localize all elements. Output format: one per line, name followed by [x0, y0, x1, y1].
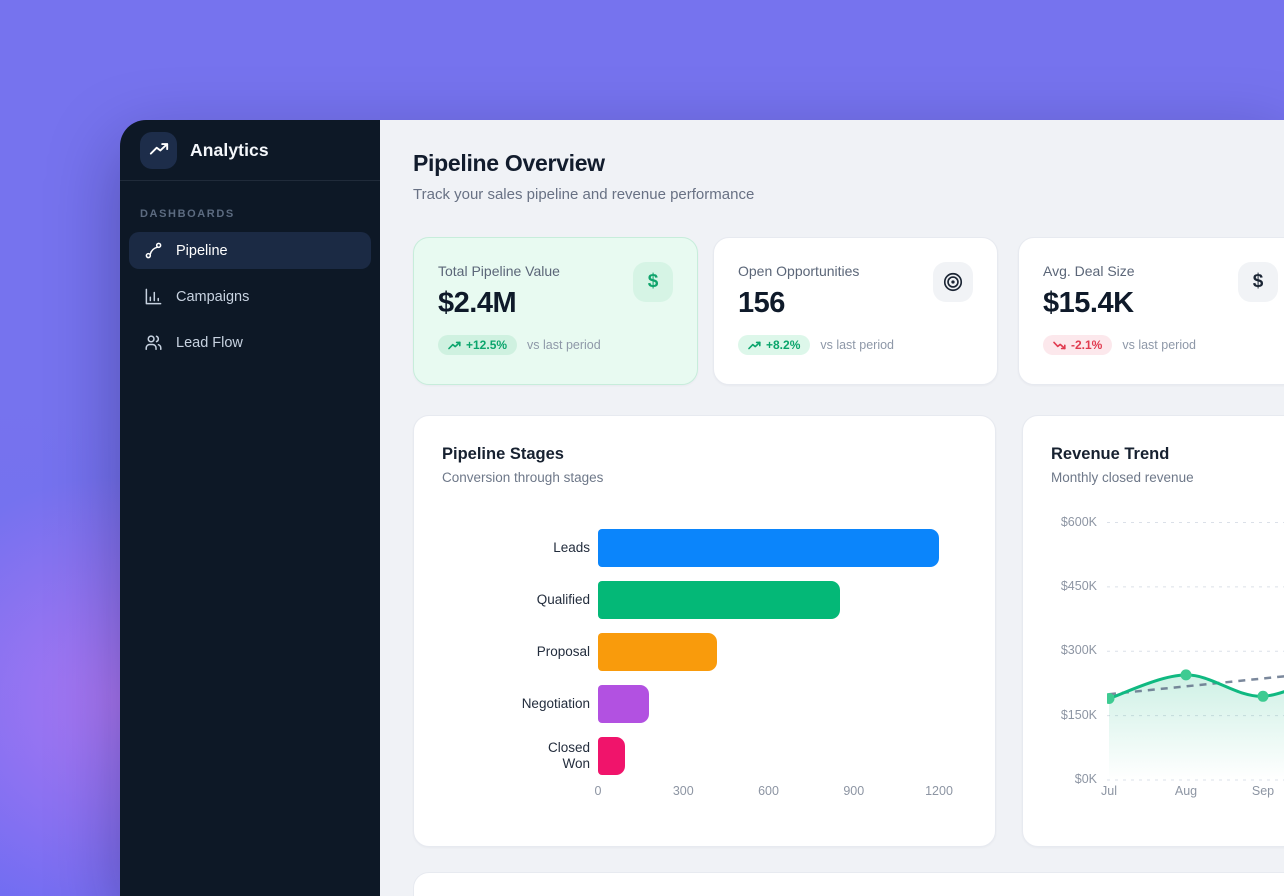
chart-title: Revenue Trend: [1051, 445, 1170, 463]
sidebar-item-label: Campaigns: [176, 288, 250, 305]
data-point[interactable]: [1180, 669, 1192, 681]
kpi-label: Total Pipeline Value: [438, 263, 560, 279]
sidebar-section-label: DASHBOARDS: [140, 208, 235, 220]
pipeline-stages-card: Pipeline Stages Conversion through stage…: [413, 415, 996, 847]
chart-subtitle: Conversion through stages: [442, 470, 604, 485]
kpi-meta: +12.5% vs last period: [438, 335, 673, 355]
kpi-row: Total Pipeline Value $2.4M +12.5% vs las…: [413, 237, 1284, 385]
y-axis-tick: $450K: [1060, 578, 1097, 593]
kpi-card-avg-deal-size: Avg. Deal Size $15.4K -2.1% vs last peri…: [1018, 237, 1284, 385]
data-point[interactable]: [1257, 690, 1269, 702]
app-logo: [140, 131, 177, 169]
kpi-meta: +8.2% vs last period: [738, 335, 973, 355]
bar-category-label: Closed Won: [547, 739, 590, 771]
sidebar-item-campaigns[interactable]: Campaigns: [129, 278, 371, 315]
y-axis-tick: $300K: [1060, 643, 1097, 658]
stage-bar-negotiation[interactable]: [598, 685, 650, 723]
kpi-change-value: +8.2%: [766, 338, 801, 352]
revenue-trend-card: Revenue Trend Monthly closed revenue $0K…: [1022, 415, 1284, 847]
bar-row: Negotiation: [414, 685, 995, 723]
page-title: Pipeline Overview: [413, 150, 605, 176]
bar-chart: Leads Qualified Proposal Negotiation Closed …: [414, 529, 995, 789]
kpi-change-value: +12.5%: [466, 338, 508, 352]
kpi-meta: -2.1% vs last period: [1043, 335, 1278, 355]
bar-row: Proposal: [414, 633, 995, 671]
bar-category-label: Negotiation: [521, 695, 590, 711]
kpi-value: 156: [738, 287, 785, 319]
trend-up-icon: [748, 341, 761, 349]
bar-row: Closed Won: [414, 737, 995, 775]
bar-row: Qualified: [414, 581, 995, 619]
sidebar-item-pipeline[interactable]: Pipeline: [129, 232, 371, 269]
bar-category-label: Proposal: [536, 643, 590, 659]
users-icon: [145, 335, 162, 350]
stage-bar-qualified[interactable]: [598, 581, 840, 619]
kpi-change-badge: -2.1%: [1043, 335, 1113, 355]
page-subtitle: Track your sales pipeline and revenue pe…: [413, 186, 755, 203]
y-axis-tick: $150K: [1060, 707, 1097, 722]
kpi-change-badge: +12.5%: [438, 335, 518, 355]
y-axis-tick: $600K: [1060, 514, 1097, 529]
data-point[interactable]: [1107, 693, 1115, 704]
x-axis-tick: Sep: [1251, 784, 1275, 798]
next-section-card: [413, 872, 1284, 896]
trend-down-icon: [1053, 341, 1066, 349]
kpi-card-total-pipeline-value: Total Pipeline Value $2.4M +12.5% vs las…: [413, 237, 698, 385]
charts-row: Pipeline Stages Conversion through stage…: [413, 415, 1284, 847]
bar-chart-x-axis: 0 300 600 900 1200: [414, 784, 995, 800]
stage-bar-closed-won[interactable]: [598, 737, 625, 775]
y-axis-tick: $0K: [1074, 772, 1097, 786]
dollar-glyph: $: [647, 271, 659, 292]
kpi-compare-label: vs last period: [1122, 338, 1197, 352]
line-chart: $0K$150K$300K$450K$600KJulAugSepOct: [1023, 416, 1284, 846]
sidebar-item-label: Lead Flow: [176, 334, 243, 351]
app-title: Analytics: [190, 139, 269, 160]
spline-icon: [145, 242, 162, 259]
trend-line: [1108, 675, 1284, 696]
dollar-icon: $: [1238, 262, 1278, 302]
kpi-value: $2.4M: [438, 287, 517, 319]
kpi-compare-label: vs last period: [527, 338, 601, 352]
x-axis-tick: Jul: [1101, 784, 1117, 798]
kpi-change-badge: +8.2%: [738, 335, 811, 355]
bar-category-label: Qualified: [536, 591, 590, 607]
kpi-label: Open Opportunities: [738, 263, 860, 279]
sidebar-nav: Pipeline Campaigns Lead Flow: [120, 232, 380, 361]
x-axis-tick: Aug: [1174, 784, 1198, 798]
bar-category-label: Leads: [553, 539, 590, 555]
kpi-label: Avg. Deal Size: [1043, 263, 1135, 279]
revenue-area: [1109, 674, 1284, 780]
sidebar-item-label: Pipeline: [176, 242, 228, 259]
kpi-card-open-opportunities: Open Opportunities 156 +8.2% vs last per…: [713, 237, 998, 385]
bar-row: Leads: [414, 529, 995, 567]
target-icon: [933, 262, 973, 302]
main-content: Pipeline Overview Track your sales pipel…: [380, 120, 1284, 896]
dollar-glyph: $: [1252, 271, 1264, 292]
x-axis-tick: 900: [843, 784, 865, 798]
sidebar-item-lead-flow[interactable]: Lead Flow: [129, 324, 371, 361]
revenue-line: [1107, 673, 1284, 700]
sidebar-header: Analytics: [120, 120, 380, 181]
chart-subtitle: Monthly closed revenue: [1051, 470, 1194, 485]
dollar-icon: $: [633, 262, 673, 302]
sidebar: Analytics DASHBOARDS Pipeline Campaigns: [120, 120, 380, 896]
x-axis-tick: 300: [672, 784, 694, 798]
bar-chart-icon: [145, 288, 162, 305]
chart-title: Pipeline Stages: [442, 445, 564, 463]
x-axis-tick: 1200: [925, 784, 953, 798]
kpi-compare-label: vs last period: [820, 338, 895, 352]
trending-up-icon: [149, 143, 168, 155]
x-axis-tick: 0: [594, 784, 602, 798]
x-axis-tick: 600: [758, 784, 779, 798]
trend-up-icon: [448, 341, 461, 349]
stage-bar-proposal[interactable]: [598, 633, 718, 671]
kpi-value: $15.4K: [1043, 287, 1134, 319]
kpi-change-value: -2.1%: [1071, 338, 1103, 352]
stage-bar-leads[interactable]: [598, 529, 939, 567]
app-window: Analytics DASHBOARDS Pipeline Campaigns: [120, 120, 1284, 896]
